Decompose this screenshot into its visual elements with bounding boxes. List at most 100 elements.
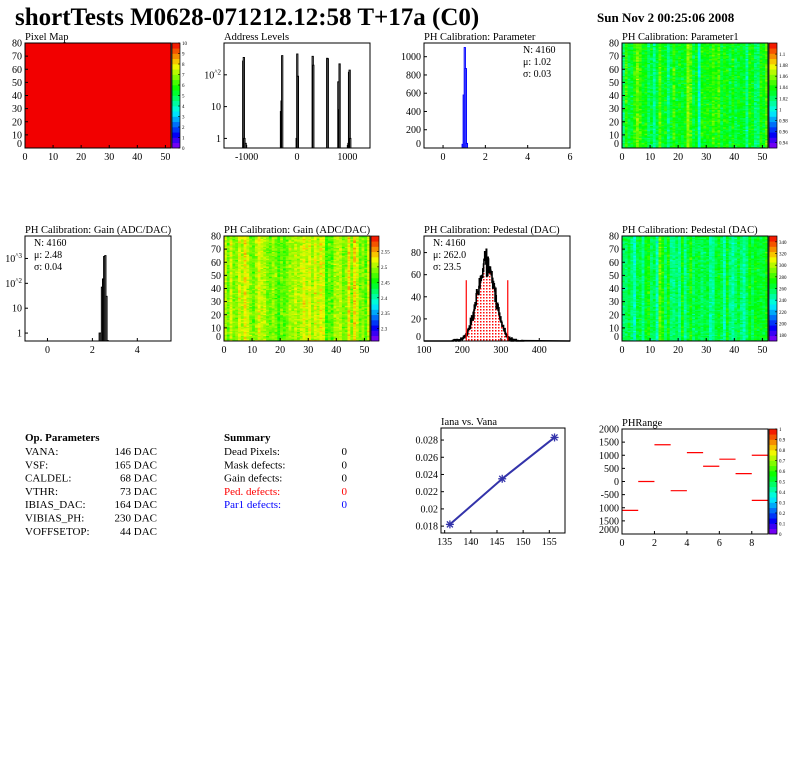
heatmap-cell: [624, 121, 628, 124]
heatmap-cell: [714, 113, 718, 116]
heatmap-cell: [641, 91, 645, 94]
heatmap-cell: [647, 70, 651, 73]
heatmap-cell: [224, 287, 228, 289]
heatmap-cell: [678, 67, 682, 70]
heatmap-cell: [655, 130, 659, 133]
heatmap-cell: [624, 128, 628, 130]
heatmap-cell: [714, 81, 718, 83]
heatmap-cell: [680, 49, 685, 52]
heatmap-cell: [678, 57, 682, 60]
heatmap-cell: [675, 134, 679, 137]
heatmap-cell: [650, 121, 654, 124]
heatmap-cell: [723, 138, 727, 141]
heatmap-cell: [226, 321, 230, 323]
heatmap-cell: [229, 264, 233, 267]
heatmap-cell: [669, 144, 673, 146]
heatmap-cell: [728, 50, 732, 53]
heatmap-cell: [711, 142, 715, 145]
heatmap-cell: [661, 132, 665, 134]
heatmap-cell: [678, 134, 682, 137]
heatmap-cell: [235, 250, 239, 253]
heatmap-cell: [661, 91, 665, 94]
heatmap-cell: [683, 58, 687, 61]
heatmap-cell: [661, 142, 665, 145]
heatmap-cell: [742, 123, 746, 125]
heatmap-cell: [753, 106, 758, 108]
heatmap-cell: [745, 130, 749, 133]
heatmap-cell: [636, 113, 640, 116]
heatmap-cell: [731, 141, 735, 144]
heatmap-cell: [734, 45, 738, 48]
heatmap-cell: [644, 90, 648, 92]
heatmap-cell: [709, 100, 713, 103]
heatmap-cell: [759, 54, 763, 57]
heatmap-cell: [636, 54, 640, 57]
heatmap-cell: [229, 321, 233, 323]
heatmap-cell: [669, 119, 673, 121]
heatmap-cell: [240, 305, 244, 308]
heatmap-cell: [723, 75, 727, 78]
heatmap-cell: [641, 67, 645, 70]
heatmap-cell: [711, 108, 715, 111]
heatmap-cell: [633, 111, 637, 113]
heatmap-cell: [644, 108, 648, 111]
heatmap-cell: [238, 237, 242, 239]
heatmap-cell: [720, 111, 724, 113]
heatmap-cell: [655, 67, 659, 70]
heatmap-cell: [711, 125, 715, 128]
heatmap-cell: [689, 91, 693, 94]
heatmap-cell: [238, 297, 242, 300]
heatmap-cell: [734, 108, 738, 111]
heatmap-cell: [624, 111, 628, 113]
heatmap-cell: [695, 99, 699, 102]
heatmap-cell: [683, 87, 687, 90]
heatmap-cell: [647, 112, 651, 115]
heatmap-cell: [714, 124, 718, 126]
heatmap-cell: [630, 66, 634, 69]
heatmap-cell: [731, 120, 735, 123]
heatmap-cell: [717, 86, 721, 88]
heatmap-cell: [229, 333, 233, 335]
heatmap-cell: [664, 67, 668, 70]
heatmap-cell: [666, 134, 671, 137]
heatmap-cell: [627, 74, 631, 77]
heatmap-cell: [672, 66, 676, 69]
heatmap-cell: [647, 133, 651, 136]
heatmap-cell: [226, 325, 230, 327]
heatmap-cell: [240, 284, 244, 287]
heatmap-cell: [238, 293, 242, 296]
heatmap-cell: [638, 142, 642, 145]
heatmap-cell: [672, 134, 676, 137]
heatmap-cell: [745, 46, 749, 49]
heatmap-cell: [232, 312, 236, 314]
heatmap-cell: [697, 137, 701, 140]
heatmap-cell: [680, 44, 685, 46]
heatmap-cell: [706, 67, 710, 70]
heatmap-cell: [630, 129, 634, 132]
heatmap-cell: [658, 62, 662, 65]
heatmap-cell: [683, 78, 687, 81]
heatmap-cell: [739, 65, 744, 67]
heatmap-cell: [723, 113, 727, 116]
heatmap-cell: [714, 90, 718, 92]
heatmap-cell: [689, 130, 693, 133]
heatmap-cell: [658, 58, 662, 61]
stats-line: σ: 0.04: [34, 262, 62, 273]
heatmap-cell: [765, 96, 769, 99]
heatmap-cell: [717, 73, 721, 75]
heatmap-cell: [686, 98, 690, 100]
heatmap-cell: [728, 66, 732, 69]
heatmap-cell: [756, 108, 760, 111]
heatmap-cell: [664, 98, 668, 100]
heatmap-cell: [669, 46, 673, 49]
heatmap-cell: [723, 53, 727, 56]
heatmap-cell: [731, 61, 735, 63]
heatmap-cell: [678, 136, 682, 138]
heatmap-cell: [644, 85, 648, 87]
heatmap-cell: [748, 119, 752, 121]
heatmap-cell: [683, 107, 687, 109]
heatmap-cell: [765, 44, 769, 46]
heatmap-cell: [756, 138, 760, 141]
heatmap-cell: [669, 77, 673, 79]
heatmap-cell: [737, 107, 741, 109]
